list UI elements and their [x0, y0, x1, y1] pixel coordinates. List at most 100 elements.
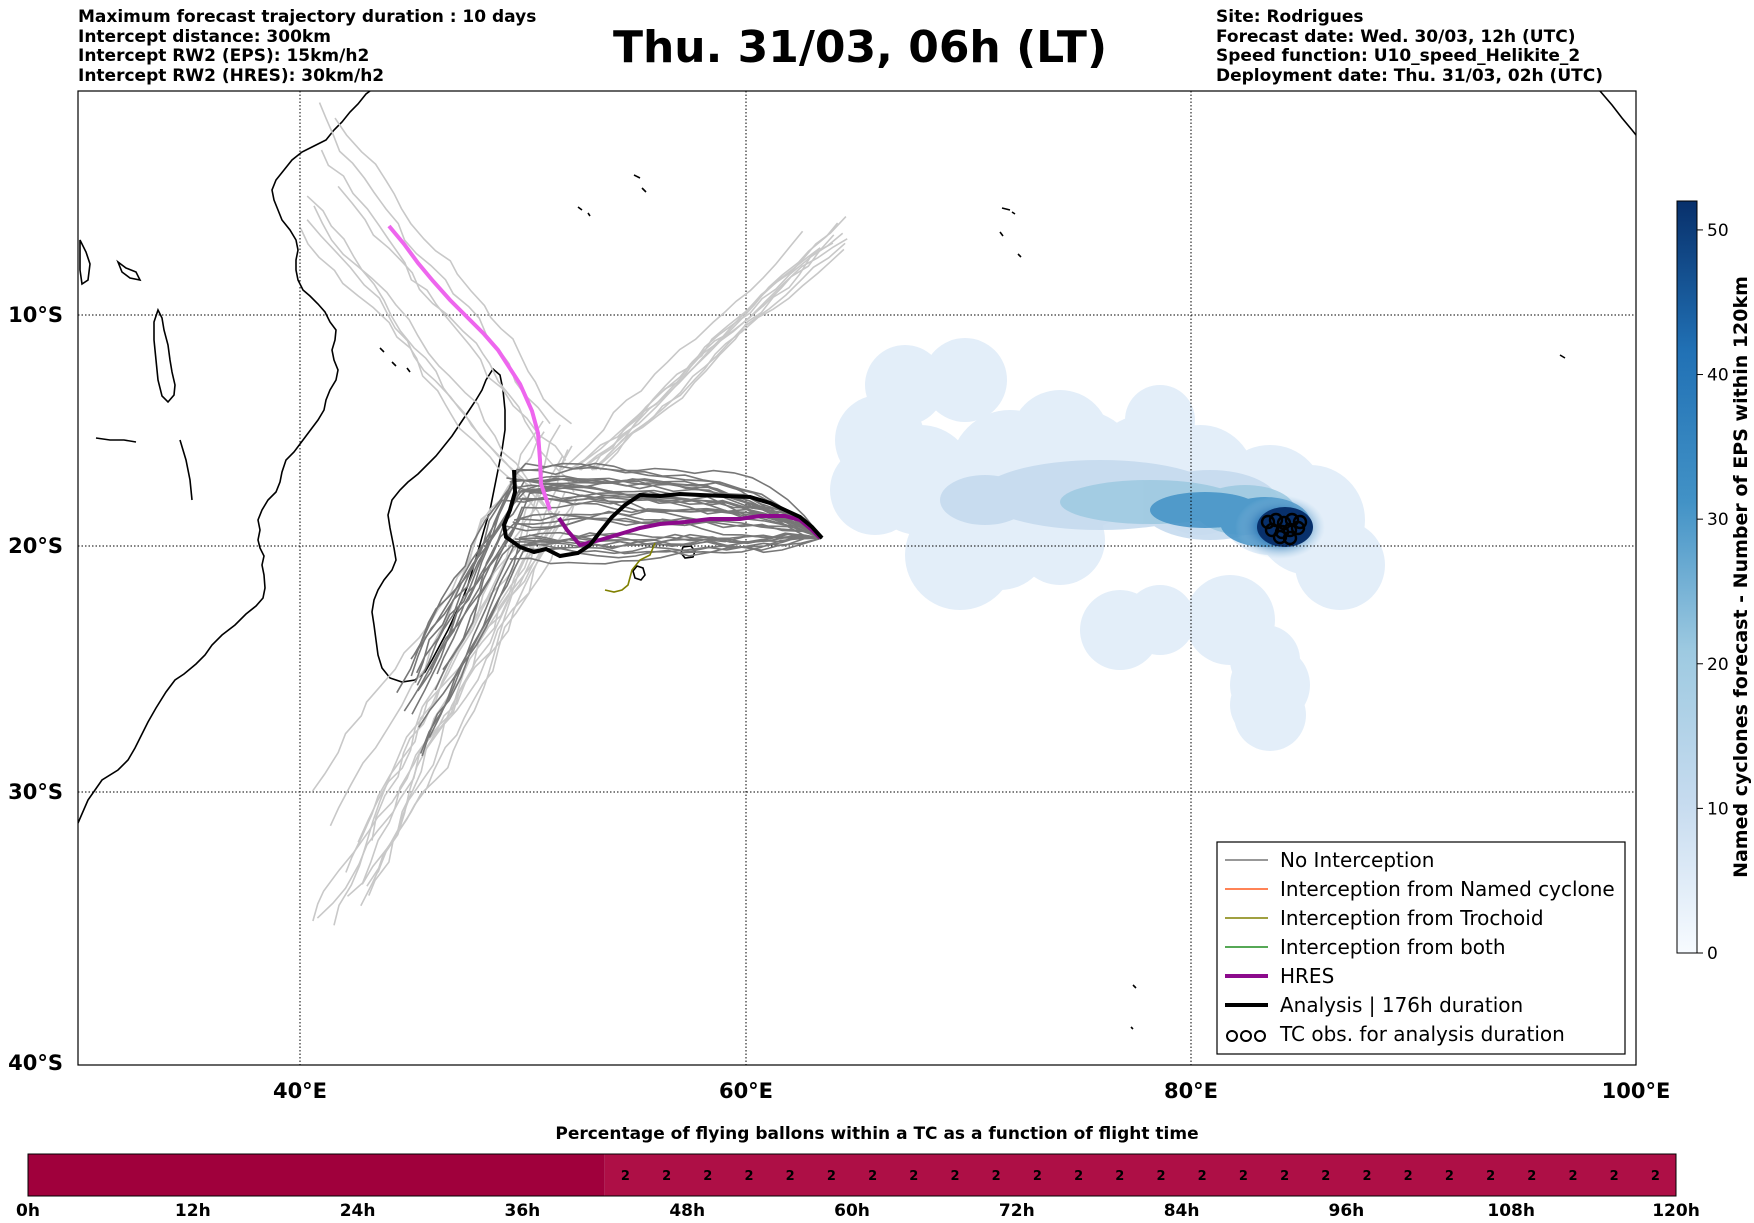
header-right-info: Site: Rodrigues Forecast date: Wed. 30/0…	[1216, 7, 1603, 86]
page-title: Thu. 31/03, 06h (LT)	[612, 22, 1108, 73]
hres-track-early	[387, 224, 552, 511]
kenya-islands	[153, 307, 176, 404]
flight-time-percent-label: 2	[1486, 1169, 1495, 1184]
colorbar-gradient	[1676, 200, 1698, 954]
flight-time-percent-label: 2	[909, 1169, 918, 1184]
flight-time-percent-label: 2	[744, 1169, 753, 1184]
colorbar-tick-label: 40	[1707, 366, 1729, 386]
tc-observation-marker	[1282, 530, 1298, 546]
ensemble-track	[300, 228, 545, 525]
flight-time-tick-label: 36h	[505, 1201, 541, 1221]
ensemble-track	[520, 534, 823, 551]
flight-time-bar: Percentage of flying ballons within a TC…	[16, 1124, 1700, 1221]
ensemble-track	[337, 185, 575, 493]
flight-time-bar-title: Percentage of flying ballons within a TC…	[555, 1124, 1198, 1144]
lake-small	[79, 239, 91, 286]
flight-time-cell-zero	[28, 1154, 605, 1196]
tc-observation-marker	[1282, 522, 1298, 538]
map-gridlines	[78, 91, 1636, 1065]
analysis-track	[501, 469, 824, 559]
flight-time-percent-label: 2	[992, 1169, 1001, 1184]
header-left-info: Maximum forecast trajectory duration : 1…	[78, 7, 536, 86]
colorbar-title: Named cyclones forecast - Number of EPS …	[1730, 276, 1752, 878]
flight-time-percent-label: 2	[1404, 1169, 1413, 1184]
legend-label-tc-obs: TC obs. for analysis duration	[1279, 1022, 1565, 1046]
ensemble-track	[568, 222, 839, 471]
intercept-distance-text: Intercept distance: 300km	[78, 26, 331, 47]
lat-label-20s: 20°S	[8, 534, 63, 558]
legend-label-hres: HRES	[1280, 964, 1334, 988]
flight-time-percent-label: 2	[1074, 1169, 1083, 1184]
ensemble-track	[515, 477, 823, 539]
flight-time-tick-label: 120h	[1652, 1201, 1700, 1221]
legend-swatch-tc-obs	[1226, 1030, 1266, 1042]
lon-label-40e: 40°E	[273, 1079, 327, 1103]
track-trochoid-interception	[604, 542, 656, 593]
flight-time-bar-frame	[27, 1153, 1677, 1197]
ensemble-track	[519, 462, 823, 539]
map-panel	[77, 90, 1637, 1066]
chagos-islands	[1130, 984, 1137, 1030]
lat-label-40s: 40°S	[8, 1051, 63, 1075]
legend-label-no-interception: No Interception	[1280, 848, 1434, 872]
flight-time-tick-label: 60h	[834, 1201, 870, 1221]
longitude-labels: 40°E 60°E 80°E 100°E	[273, 1079, 1670, 1103]
flight-time-percent-label: 2	[868, 1169, 877, 1184]
lon-label-60e: 60°E	[719, 1079, 773, 1103]
colorbar-tick-label: 10	[1707, 799, 1729, 819]
flight-time-percent-label: 2	[621, 1169, 630, 1184]
ensemble-track	[346, 510, 561, 897]
flight-time-tick-label: 72h	[999, 1201, 1035, 1221]
flight-time-percent-label: 2	[1651, 1169, 1660, 1184]
island-mauritius	[632, 565, 646, 581]
colorbar-ticks: 0 10 20 30 40 50	[1697, 221, 1729, 964]
seychelles-islands	[577, 174, 647, 217]
coast-tanzania-inlet	[95, 437, 137, 443]
africa-coastline	[78, 91, 371, 824]
flight-time-ticks: 0h 12h 24h 36h 48h 60h 72h 84h 96h 108h 120h	[16, 1201, 1700, 1221]
ensemble-track	[591, 248, 845, 471]
tc-observation-marker	[1292, 514, 1308, 530]
lake-coast	[116, 259, 142, 282]
ensemble-track	[430, 462, 823, 671]
flight-time-percent-label: 2	[786, 1169, 795, 1184]
ensemble-track	[333, 510, 557, 926]
tc-observations	[1260, 512, 1308, 546]
ensemble-track	[436, 487, 823, 675]
ensemble-track	[410, 483, 823, 677]
flight-time-tick-label: 48h	[669, 1201, 705, 1221]
tracks-no-interception-light	[300, 102, 848, 926]
lat-label-30s: 30°S	[8, 780, 63, 804]
flight-time-tick-label: 24h	[340, 1201, 376, 1221]
flight-time-percent-label: 2	[1445, 1169, 1454, 1184]
flight-time-percent-label: 2	[1239, 1169, 1248, 1184]
colorbar-tick-label: 50	[1707, 221, 1729, 241]
legend-box	[1216, 841, 1626, 1055]
flight-time-tick-label: 108h	[1487, 1201, 1535, 1221]
flight-time-tick-label: 12h	[175, 1201, 211, 1221]
flight-time-tick-label: 84h	[1164, 1201, 1200, 1221]
ensemble-track	[334, 117, 572, 425]
flight-time-percent-label: 2	[1198, 1169, 1207, 1184]
flight-time-cells: 2 2 2 2 2 2 2 2 2 2 2 2 2 2 2 2 2 2 2 2 2 2 2 2 2 2	[28, 1154, 1676, 1196]
flight-time-percent-label: 2	[662, 1169, 671, 1184]
tc-observation-marker	[1264, 522, 1280, 538]
ensemble-track	[590, 238, 848, 471]
flight-time-percent-label: 2	[1568, 1169, 1577, 1184]
flight-time-percent-label: 2	[1527, 1169, 1536, 1184]
deployment-date-text: Deployment date: Thu. 31/03, 02h (UTC)	[1216, 65, 1603, 86]
colorbar: 0 10 20 30 40 50 Named cyclones forecast - Nu…	[1676, 200, 1752, 964]
flight-time-percent-label: 2	[1362, 1169, 1371, 1184]
tc-observation-marker	[1290, 520, 1306, 536]
flight-time-percent-label: 2	[1156, 1169, 1165, 1184]
ensemble-track	[396, 493, 823, 694]
colorbar-tick-label: 30	[1707, 510, 1729, 530]
lat-label-10s: 10°S	[8, 303, 63, 327]
cocos-islands	[1559, 354, 1566, 359]
legend-label-trochoid: Interception from Trochoid	[1280, 906, 1544, 930]
legend-label-analysis: Analysis | 176h duration	[1280, 993, 1523, 1017]
flight-time-percent-label: 2	[703, 1169, 712, 1184]
ensemble-track	[320, 149, 567, 461]
legend-label-named-cyclone: Interception from Named cyclone	[1280, 877, 1615, 901]
